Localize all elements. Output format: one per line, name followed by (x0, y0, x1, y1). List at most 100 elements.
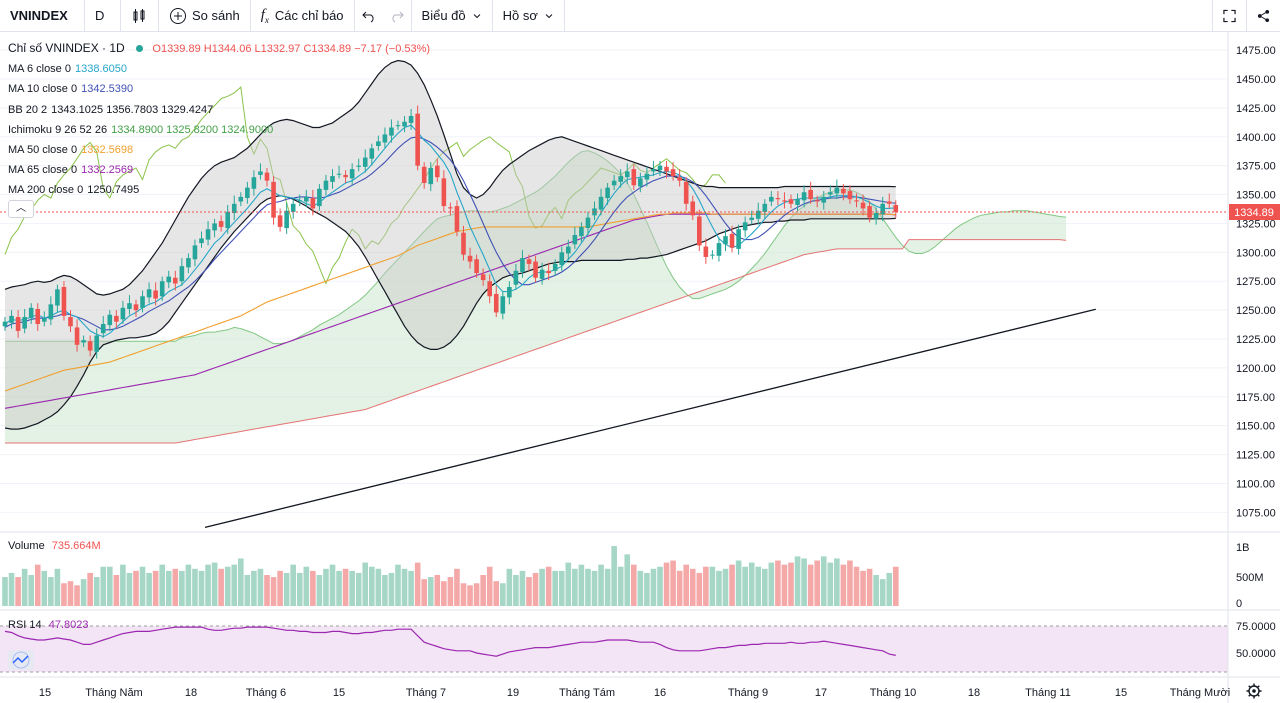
bollinger-band-fill (5, 60, 896, 430)
candle (212, 218, 217, 238)
share-button[interactable] (1246, 0, 1280, 32)
price-tick-label: 1225.00 (1236, 334, 1276, 346)
volume-bar (604, 568, 611, 606)
candle (218, 215, 224, 232)
indicator-label: MA 200 close 0 (8, 184, 84, 197)
last-price-tag: 1334.89 (1229, 204, 1280, 221)
legend-indicator-row[interactable]: MA 50 close 0 1332.5698 (8, 140, 430, 160)
candle (448, 202, 453, 216)
volume-bar (34, 564, 41, 606)
candle (795, 193, 800, 211)
bollinger-upper-line (4, 59, 896, 296)
volume-bar (657, 566, 663, 606)
candle (356, 158, 361, 172)
time-tick-label: 15 (333, 687, 345, 699)
volume-bar (21, 568, 28, 606)
candle (585, 211, 591, 235)
volume-bar (8, 572, 15, 606)
interval-button[interactable]: D (85, 0, 121, 32)
volume-bar (683, 564, 689, 606)
candlestick-type-button[interactable] (121, 0, 159, 32)
volume-bar (513, 575, 519, 606)
candle (847, 185, 853, 204)
volume-bar (886, 572, 893, 606)
volume-bar (729, 564, 735, 606)
chart-menu-button[interactable]: Biểu đồ (412, 0, 493, 32)
fx-icon: fx (260, 6, 269, 25)
settings-icon[interactable] (1246, 683, 1262, 699)
candle (697, 209, 702, 252)
legend-indicator-row[interactable]: MA 6 close 0 1338.6050 (8, 59, 430, 79)
volume-bar (257, 568, 264, 606)
price-tick-label: 1275.00 (1236, 276, 1276, 288)
volume-bar (74, 585, 80, 606)
candle (526, 254, 532, 271)
indicator-value: 1332.2569 (81, 164, 134, 177)
candle (349, 163, 355, 186)
legend-indicator-row[interactable]: BB 20 2 1343.1025 1356.7803 1329.4247 (8, 100, 430, 120)
volume-bar (93, 577, 100, 606)
profile-menu-label: Hồ sơ (502, 8, 538, 23)
time-tick-label: 18 (185, 687, 197, 699)
volume-bar (631, 564, 637, 606)
indicator-value: 1334.8900 1325.8200 1324.9000 (111, 123, 274, 136)
compare-button[interactable]: So sánh (159, 0, 251, 32)
volume-bar (414, 562, 421, 606)
candle (487, 274, 492, 304)
candle (120, 300, 126, 324)
candle (507, 281, 512, 305)
undo-button[interactable] (355, 0, 383, 32)
volume-bar (480, 575, 486, 606)
legend-indicator-row[interactable]: Ichimoku 9 26 52 26 1334.8900 1325.8200 1… (8, 120, 430, 140)
symbol-search[interactable]: VNINDEX (0, 0, 85, 32)
volume-bar (454, 568, 460, 606)
volume-bar (395, 564, 401, 606)
legend-indicator-row[interactable]: MA 10 close 0 1342.5390 (8, 79, 430, 99)
candle (61, 281, 67, 321)
fullscreen-icon (1223, 9, 1236, 22)
price-chart[interactable]: 1475.00 1450.00 1425.00 1400.00 1375.00 1350.… (0, 32, 1280, 703)
indicator-label: BB 20 2 (8, 103, 48, 116)
collapse-legend-button[interactable]: ︿ (8, 200, 34, 218)
time-tick-label: Tháng Tám (559, 687, 615, 699)
price-axis[interactable]: 1475.00 1450.00 1425.00 1400.00 1375.00 1350.… (1236, 45, 1276, 519)
plus-circle-icon (170, 7, 186, 24)
volume-bar (224, 566, 231, 606)
candle (231, 195, 237, 220)
candle (749, 210, 754, 225)
candle (644, 166, 650, 187)
candle (94, 328, 99, 359)
legend-indicator-row[interactable]: MA 65 close 0 1332.2569 (8, 160, 430, 180)
candle (159, 276, 165, 301)
indicators-button[interactable]: fx Các chỉ báo (251, 0, 355, 32)
candle (690, 195, 696, 220)
candle (533, 255, 538, 283)
candle (592, 201, 597, 220)
fullscreen-button[interactable] (1212, 0, 1246, 32)
time-axis[interactable]: 15 Tháng Năm 18 Tháng 6 15 Tháng 7 19 Tháng Tám… (39, 687, 1230, 699)
volume-bar (205, 564, 211, 606)
candle (186, 253, 191, 274)
volume-bar (290, 564, 296, 606)
rsi-pane-toggle[interactable] (8, 650, 34, 670)
volume-bar (611, 546, 617, 606)
candle (710, 250, 715, 260)
volume-bar (676, 570, 683, 606)
volume-bar (709, 566, 716, 606)
candle (330, 169, 335, 189)
ma6-line (4, 124, 896, 338)
candle (258, 163, 263, 180)
candle (801, 185, 807, 208)
candle (28, 303, 34, 324)
candle (775, 191, 781, 205)
candle (284, 202, 289, 234)
volume-bar (500, 583, 506, 606)
redo-button[interactable] (383, 0, 412, 32)
volume-bar (362, 562, 369, 606)
profile-menu-button[interactable]: Hồ sơ (493, 0, 565, 32)
indicator-value: 1338.6050 (74, 63, 127, 76)
legend-indicator-row[interactable]: MA 200 close 0 1250.7495 (8, 180, 430, 200)
volume-bar (467, 585, 473, 606)
candle (834, 179, 840, 200)
volume-bar (296, 572, 303, 606)
